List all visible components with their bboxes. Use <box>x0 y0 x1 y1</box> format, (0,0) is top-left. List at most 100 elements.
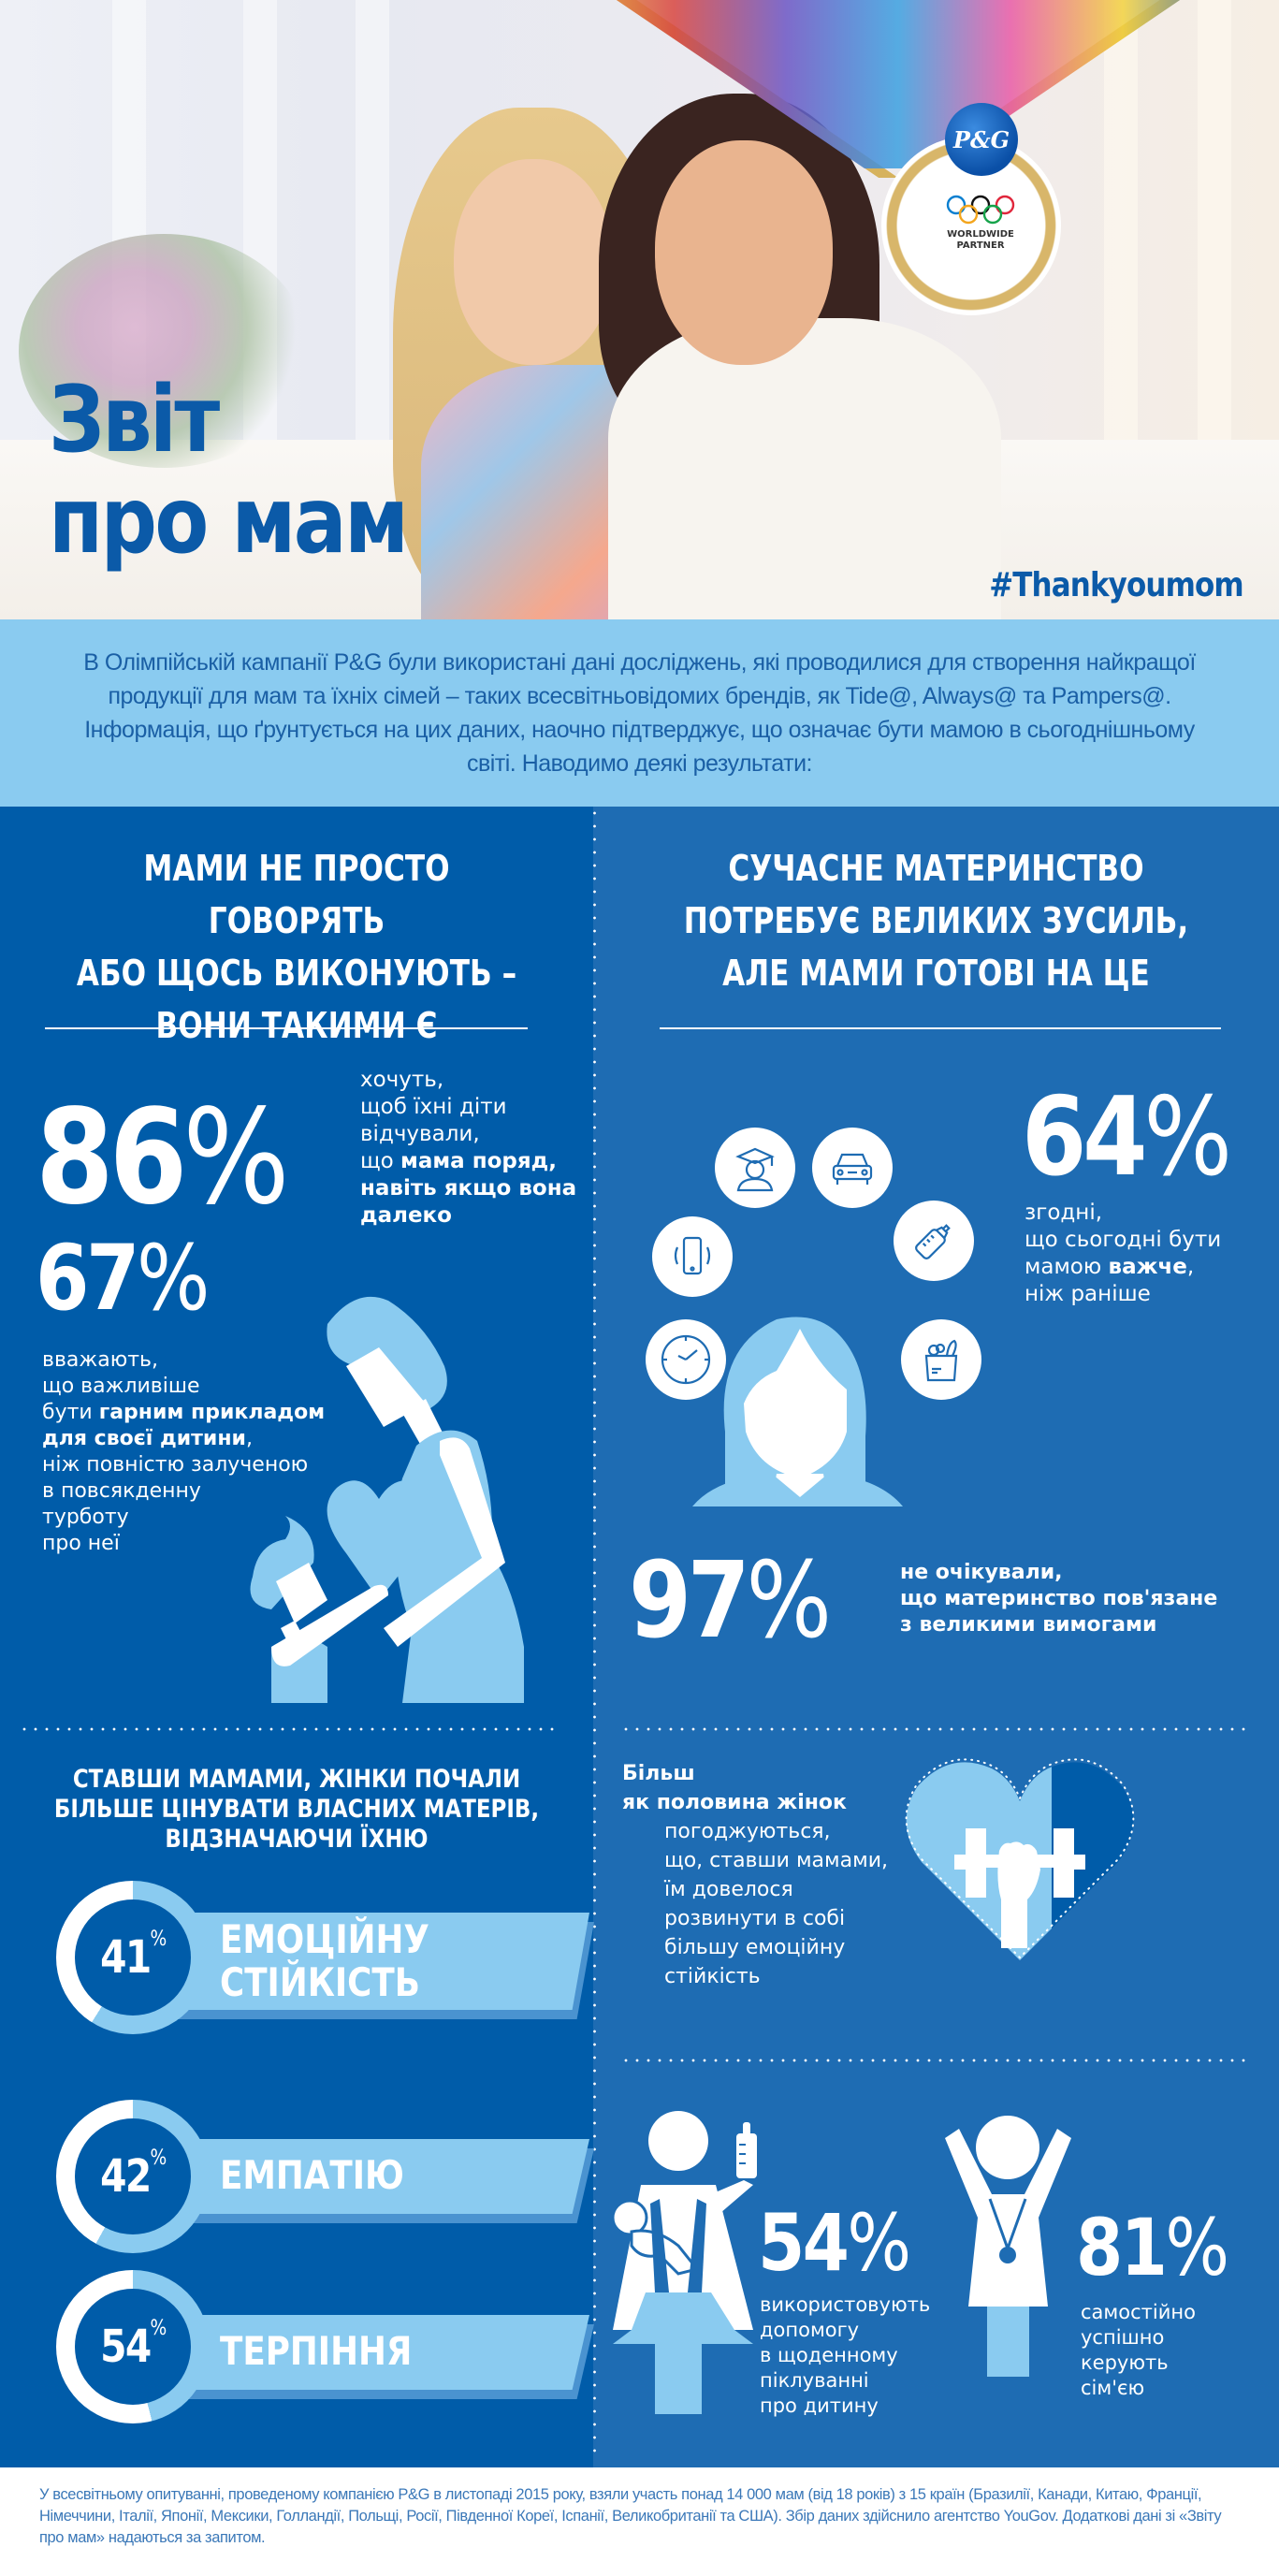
desc-line: про неї <box>42 1532 120 1555</box>
stat-86-description: хочуть, щоб їхні діти відчували, що мама… <box>360 1067 594 1230</box>
desc-line: згодні, <box>1025 1201 1103 1225</box>
page-title: Звіт про мам <box>49 367 409 572</box>
hero-banner: P&G WORLDWIDE PARTNER Звіт про мам #Than… <box>0 0 1279 619</box>
section-divider <box>620 1727 1247 1731</box>
desc-line: успішно <box>1081 2326 1165 2349</box>
mother-face <box>655 140 833 365</box>
stat-86-number: 86% <box>36 1093 290 1224</box>
stat-81-description: самостійно успішно керують сім'єю <box>1081 2300 1268 2401</box>
qualities-section-title: СТАВШИ МАМАМИ, ЖІНКИ ПОЧАЛИ БІЛЬШЕ ЦІНУВ… <box>45 1765 549 1855</box>
desc-bold: важче <box>1108 1255 1187 1279</box>
mother-blouse <box>608 318 1001 619</box>
stat-value: 54 <box>758 2197 850 2289</box>
percent-sign: % <box>1143 1074 1232 1201</box>
desc-bold: гарним прикладом <box>98 1401 326 1424</box>
stat-67-description: вважають, що важливіше бути гарним прикл… <box>42 1347 360 1557</box>
stat-value: 86 <box>36 1082 187 1234</box>
desc-line: мамою важче, <box>1025 1254 1268 1281</box>
footer-band <box>0 2459 1279 2467</box>
intro-text: В Олімпійській кампанії P&G були викорис… <box>83 649 1196 777</box>
desc-fragment: що <box>360 1149 401 1173</box>
car-icon <box>812 1128 893 1208</box>
desc-line: вважають, <box>42 1348 159 1372</box>
title-line: ВОНИ ТАКИМИ Є <box>155 1005 438 1046</box>
title-line: ПОТРЕБУЄ ВЕЛИКИХ ЗУСИЛЬ, <box>683 900 1189 941</box>
title-underline <box>45 1027 528 1029</box>
section-divider <box>620 2059 1247 2062</box>
quality-row-emotional-resilience: 41% ЕМОЦІЙНУ СТІЙКІСТЬ <box>56 1881 594 2068</box>
right-section-title: СУЧАСНЕ МАТЕРИНСТВО ПОТРЕБУЄ ВЕЛИКИХ ЗУС… <box>655 842 1217 999</box>
value-number: 41 <box>100 1931 152 1984</box>
desc-line: що важливіше <box>42 1375 200 1398</box>
stat-81-number: 81% <box>1076 2208 1229 2287</box>
section-divider <box>19 1727 557 1731</box>
partner-line: WORLDWIDE <box>947 229 1014 240</box>
footer: У всесвітньому опитуванні, проведеному к… <box>0 2467 1279 2576</box>
quality-banner <box>159 2139 589 2214</box>
title-line: АБО ЩОСЬ ВИКОНУЮТЬ – <box>76 953 517 994</box>
hashtag: #Thankyoumom <box>989 566 1243 604</box>
desc-fragment: , <box>245 1427 253 1450</box>
daughter-face <box>454 159 613 365</box>
clock-icon <box>646 1319 726 1400</box>
title-line: СТАВШИ МАМАМИ, ЖІНКИ ПОЧАЛИ <box>72 1765 521 1794</box>
desc-line: відчували, <box>360 1122 480 1146</box>
desc-line: керують <box>1081 2351 1169 2374</box>
footer-methodology-note: У всесвітньому опитуванні, проведеному к… <box>39 2486 1222 2546</box>
grocery-bag-icon <box>901 1319 981 1400</box>
stat-64-description: згодні, що сьогодні бути мамою важче, ні… <box>1025 1200 1268 1308</box>
stat-97-description: не очікували, що материнство пов'язане з… <box>900 1560 1274 1638</box>
olympic-rings-icon <box>946 195 1015 225</box>
label-line: ТЕРПІННЯ <box>220 2328 413 2374</box>
desc-line: більшу емоційну <box>664 1936 846 1959</box>
donut-center: 42% <box>75 2118 191 2234</box>
desc-line: їм довелося <box>664 1878 793 1901</box>
desc-line: для своєї дитини, <box>42 1426 360 1452</box>
stat-value: 81 <box>1076 2202 1168 2293</box>
quality-label: ЕМПАТІЮ <box>220 2154 404 2197</box>
title-line: СУЧАСНЕ МАТЕРИНСТВО <box>728 848 1144 889</box>
desc-line: ніж раніше <box>1025 1282 1151 1306</box>
desc-bold: далеко <box>360 1203 452 1228</box>
desc-line: що мама поряд, <box>360 1148 594 1175</box>
donut-value: 54% <box>100 2317 167 2373</box>
desc-line: що материнство пов'язане <box>900 1587 1218 1610</box>
quality-label: ТЕРПІННЯ <box>220 2330 412 2373</box>
donut-center: 54% <box>75 2289 191 2405</box>
desc-bold: Більш <box>622 1762 695 1785</box>
percent-sign: % <box>182 1082 289 1234</box>
desc-line: стійкість <box>664 1965 761 1988</box>
desc-bold: навіть якщо вона <box>360 1176 577 1201</box>
title-line: Звіт <box>49 367 220 473</box>
winning-mom-icon <box>945 2116 1071 2377</box>
pg-logo-text: P&G <box>952 125 1010 153</box>
value-number: 54 <box>100 2321 152 2373</box>
donut-chart-54: 54% <box>56 2270 210 2423</box>
phone-icon <box>652 1216 733 1297</box>
stat-54-number: 54% <box>758 2204 911 2282</box>
mom-with-baby-icon <box>613 2111 757 2414</box>
desc-line: щоб їхні діти <box>360 1095 507 1119</box>
graduate-icon <box>715 1128 795 1208</box>
stat-value: 64 <box>1022 1074 1148 1201</box>
worldwide-partner-label: WORLDWIDE PARTNER <box>926 229 1035 252</box>
stat-64-number: 64% <box>1022 1084 1232 1192</box>
desc-fragment: бути <box>42 1401 99 1424</box>
donut-value: 42% <box>100 2147 167 2203</box>
title-line: БІЛЬШЕ ЦІНУВАТИ ВЛАСНИХ МАТЕРІВ, <box>53 1795 540 1824</box>
quality-banner <box>159 1913 589 2010</box>
donut-chart-42: 42% <box>56 2100 210 2253</box>
desc-line: що сьогодні бути <box>1025 1228 1222 1252</box>
title-line: МАМИ НЕ ПРОСТО ГОВОРЯТЬ <box>143 848 450 941</box>
desc-line: розвинути в собі <box>664 1907 846 1930</box>
title-line: АЛЕ МАМИ ГОТОВІ НА ЦЕ <box>722 953 1150 994</box>
desc-line: з великими вимогами <box>900 1613 1157 1637</box>
resilience-description: Більш як половина жінок погоджуються, що… <box>622 1759 922 1991</box>
label-line: СТІЙКІСТЬ <box>220 1959 420 2005</box>
value-number: 42 <box>100 2150 152 2203</box>
desc-line: сім'єю <box>1081 2377 1145 2399</box>
title-line: ВІДЗНАЧАЮЧИ ЇХНЮ <box>165 1825 429 1854</box>
flowers-image <box>19 234 309 468</box>
heart-dumbbell-icon <box>905 1758 1135 1961</box>
